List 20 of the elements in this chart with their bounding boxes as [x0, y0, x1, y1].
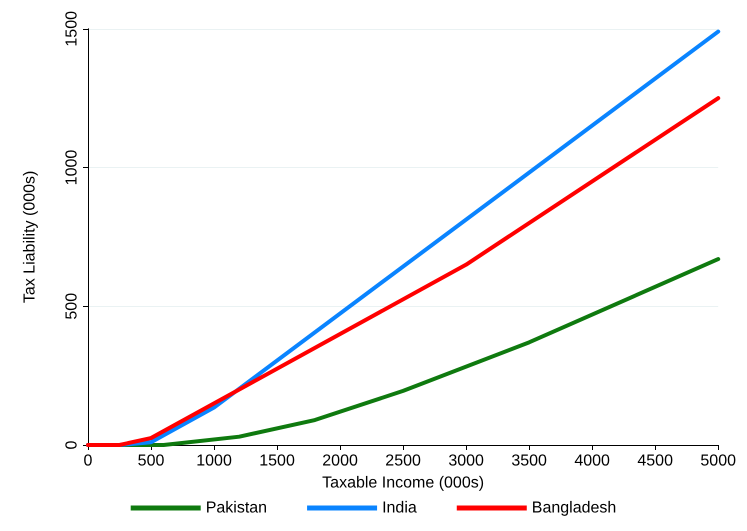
legend-label: Pakistan — [206, 500, 268, 516]
x-tick-label: 4000 — [574, 452, 610, 470]
y-tick-label: 1500 — [64, 10, 80, 47]
y-tick-label: 1000 — [64, 150, 80, 186]
y-axis-title: Tax Liability (000s) — [22, 170, 38, 304]
legend-label: Bangladesh — [532, 500, 616, 516]
x-tick-label: 3000 — [448, 452, 484, 470]
x-tick-label: 500 — [138, 452, 164, 470]
x-tick-label: 0 — [84, 452, 93, 470]
x-tick-label: 5000 — [700, 452, 736, 470]
x-tick-label: 1000 — [196, 452, 232, 470]
legend-label: India — [382, 500, 417, 516]
x-tick-label: 2000 — [322, 452, 358, 470]
y-tick-label: 0 — [64, 440, 80, 450]
x-tick-label: 4500 — [637, 452, 674, 470]
x-tick-label: 3500 — [511, 452, 548, 470]
x-axis-title: Taxable Income (000s) — [322, 474, 484, 492]
y-tick-label: 500 — [64, 292, 80, 320]
x-tick-label: 1500 — [259, 452, 295, 470]
x-tick-label: 2500 — [385, 452, 421, 470]
